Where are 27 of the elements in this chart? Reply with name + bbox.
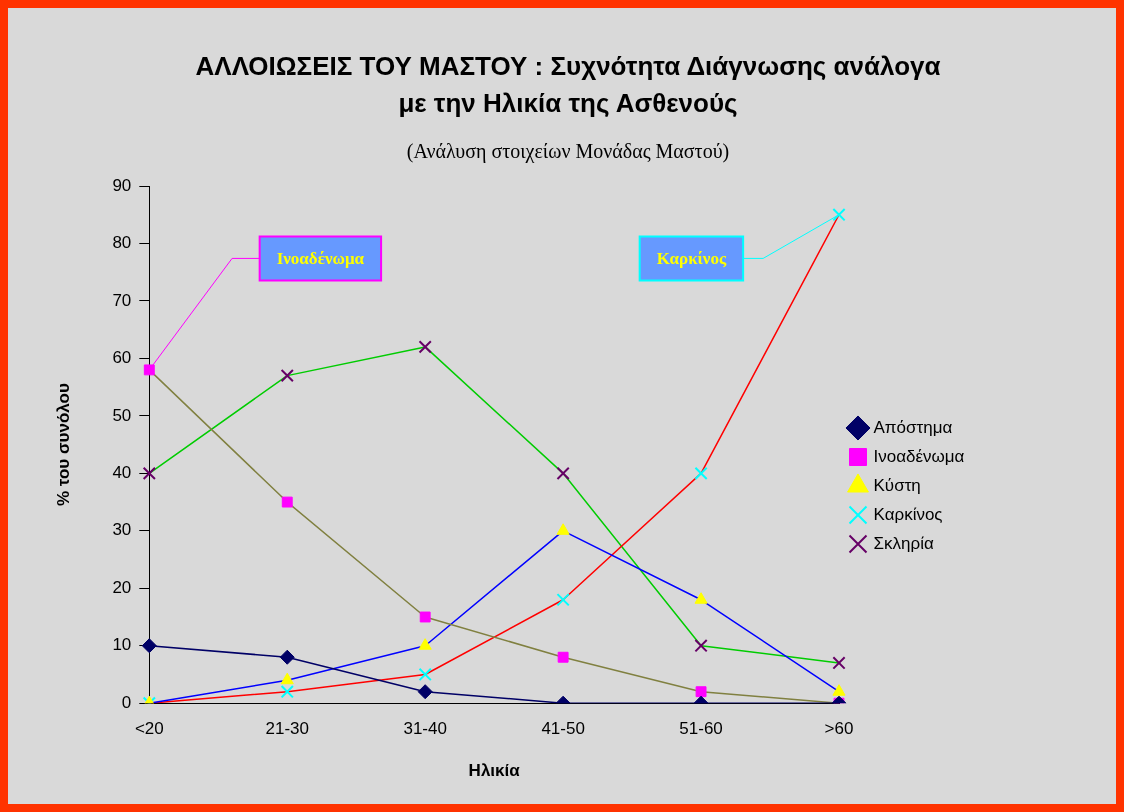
x-tick-label: >60	[824, 719, 854, 739]
y-tick-label: 30	[112, 520, 132, 540]
legend-label: Κύστη	[873, 475, 921, 495]
x-tick-label: <20	[134, 719, 164, 739]
x-axis-title: Ηλικία	[468, 761, 521, 781]
y-tick-label: 20	[112, 577, 132, 597]
y-tick-label: 40	[112, 463, 132, 483]
chart-title: ΑΛΛΟΙΩΣΕΙΣ ΤΟΥ ΜΑΣΤΟΥ : Συχνότητα Διάγνωσης ανάλογα με την Ηλικία της Ασθενούς	[194, 50, 942, 120]
x-tick-label: 51-60	[679, 719, 723, 739]
x-tick-label: 41-50	[541, 719, 585, 739]
x-tick-label: 21-30	[265, 719, 309, 739]
annotation: Ινοαδένωμα	[276, 248, 365, 268]
y-tick-label: 90	[112, 175, 132, 195]
y-tick-label: 60	[112, 348, 132, 368]
y-axis-title: % του συνόλου	[53, 383, 73, 507]
y-tick-label: 70	[112, 290, 132, 310]
y-tick-label: 0	[121, 692, 132, 712]
y-tick-label: 50	[112, 405, 132, 425]
annotation: Καρκίνος	[656, 248, 727, 268]
x-tick-label: 31-40	[403, 719, 447, 739]
y-tick-label: 80	[112, 233, 132, 253]
legend-label: Ινοαδένωμα	[873, 446, 965, 466]
chart-subtitle: (Ανάλυση στοιχείων Μονάδας Μαστού)	[405, 140, 731, 163]
legend-label: Σκληρία	[873, 533, 934, 553]
legend-label: Απόστημα	[873, 417, 953, 437]
legend-label: Καρκίνος	[873, 504, 943, 524]
y-tick-label: 10	[112, 635, 132, 655]
